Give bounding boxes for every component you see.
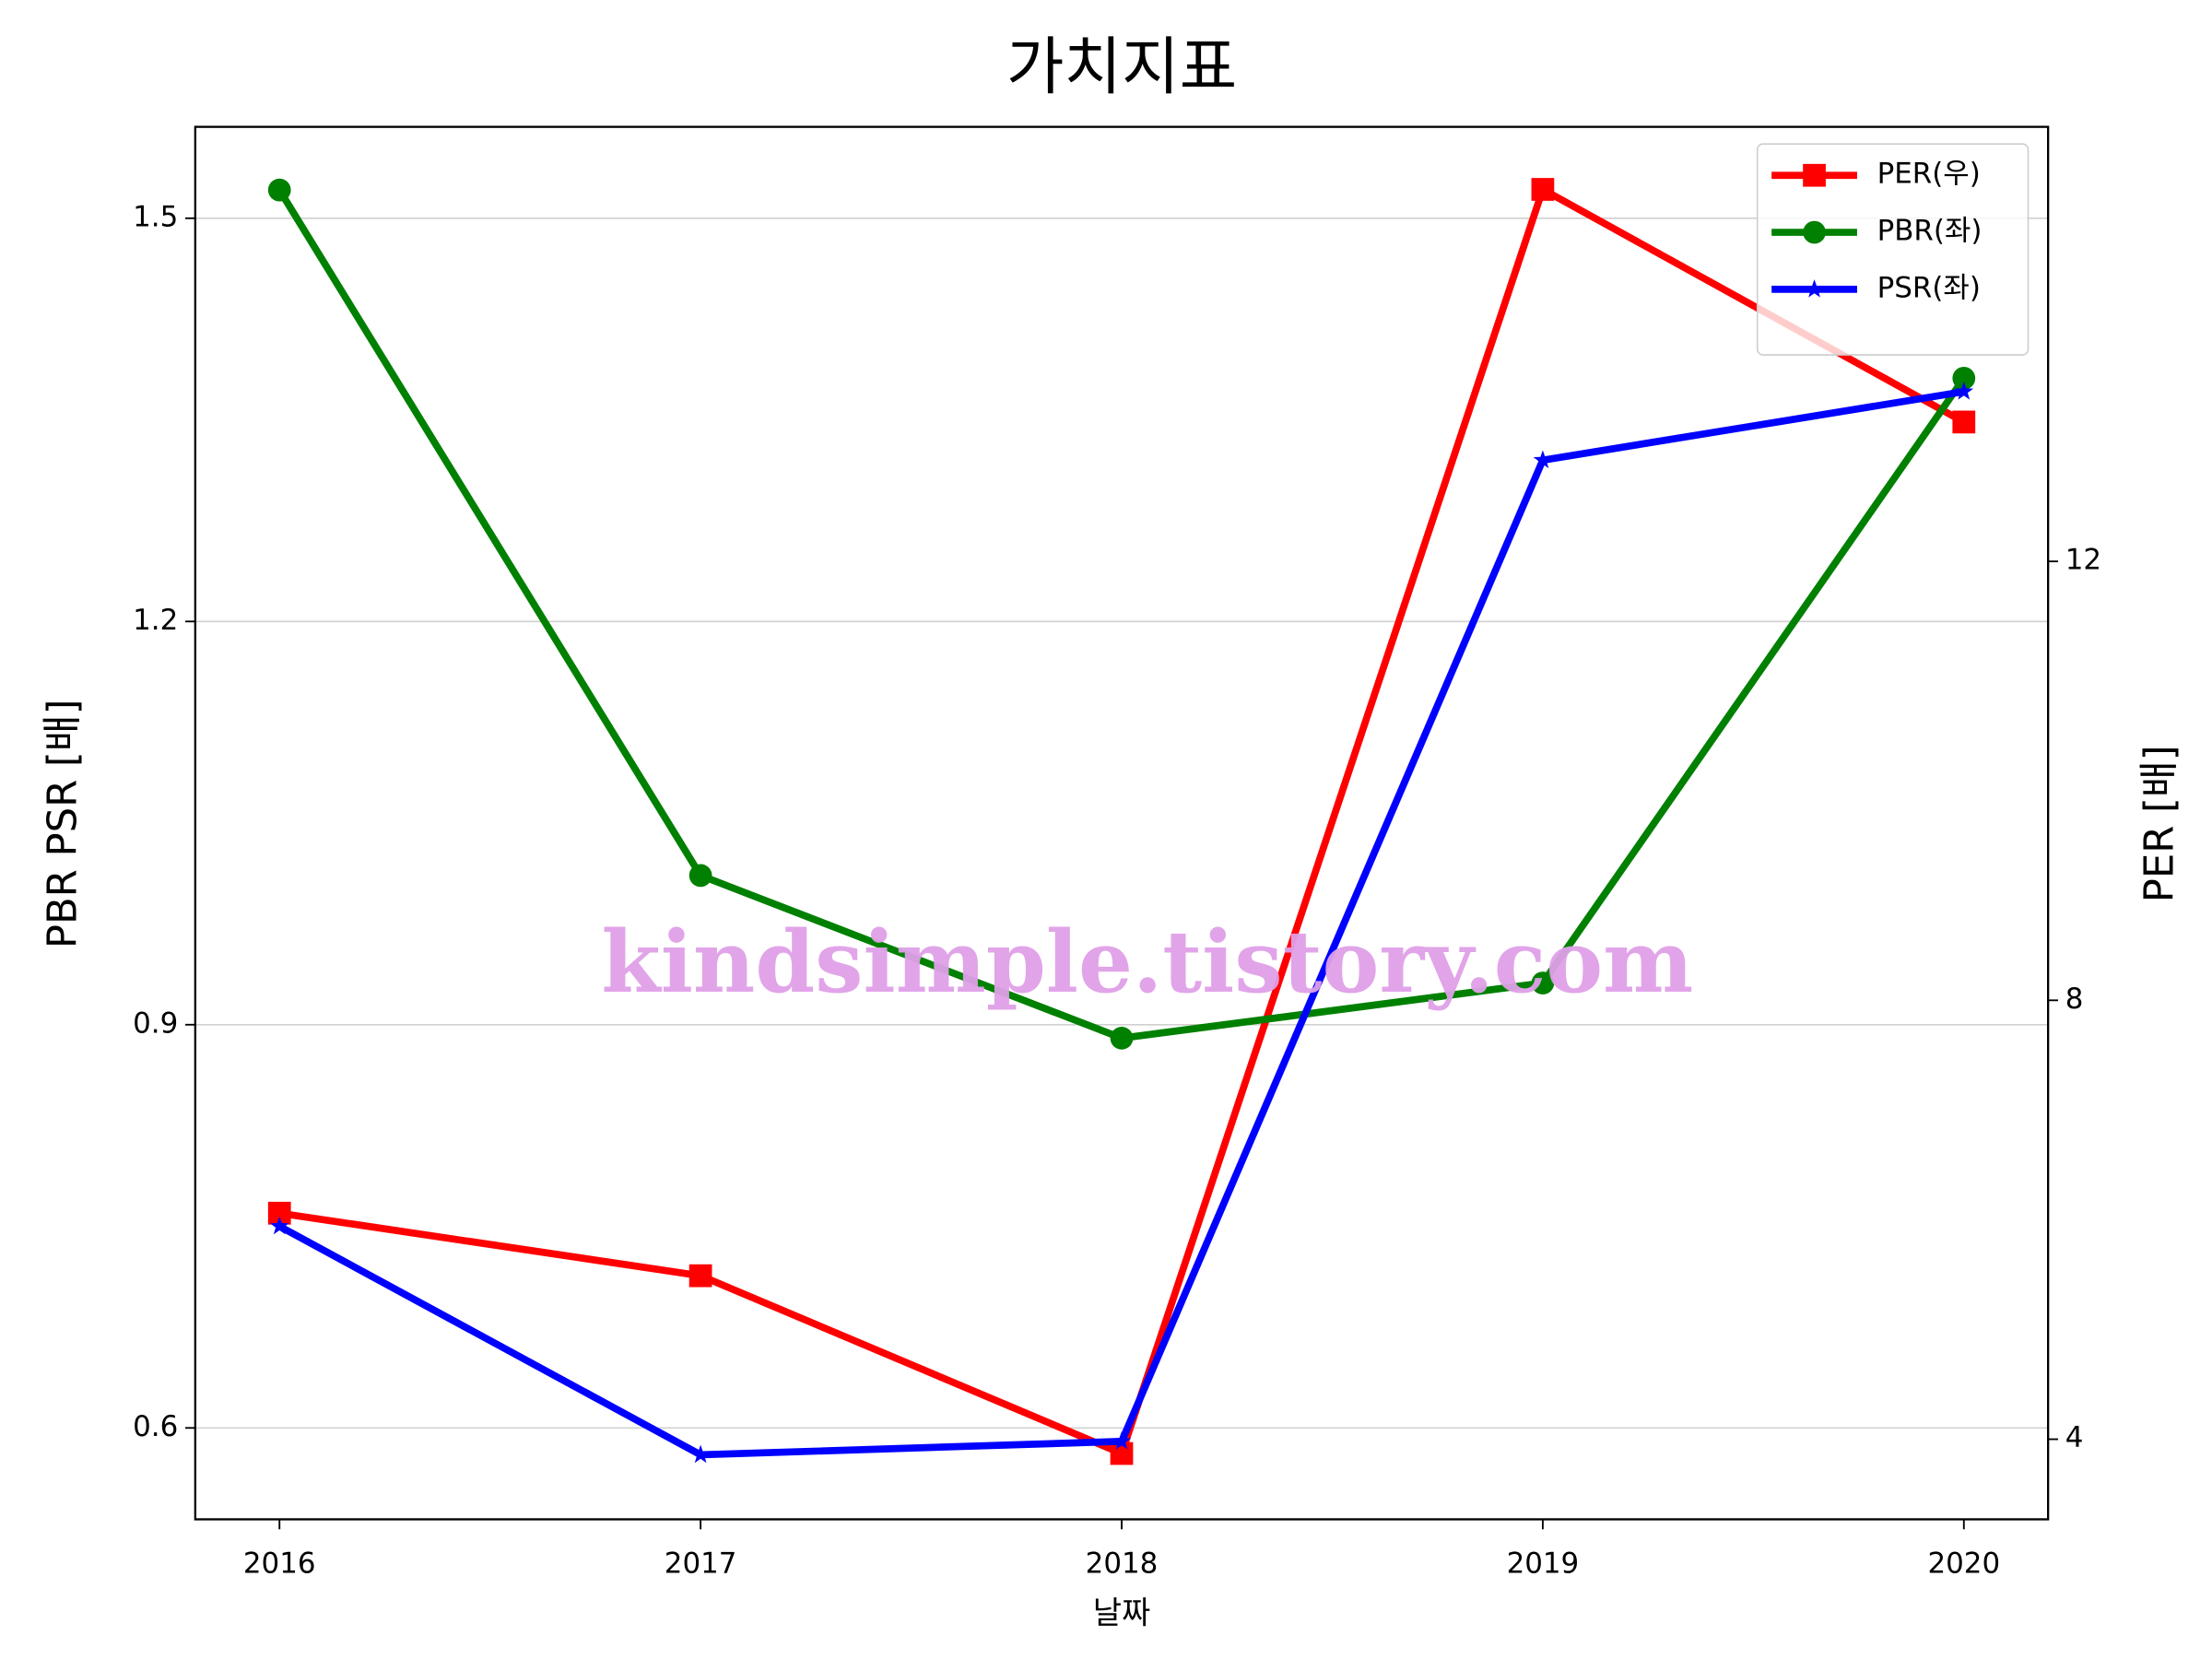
- x-tick-label: 2019: [1507, 1547, 1580, 1580]
- y-axis-label: PBR PSR [배]: [41, 700, 87, 949]
- marker: [1805, 279, 1824, 298]
- marker: [688, 1264, 712, 1288]
- marker: [1112, 1431, 1132, 1450]
- plot-frame: [194, 125, 2050, 1521]
- legend-frame: [1756, 143, 2030, 356]
- x-tick-label: 2016: [243, 1547, 316, 1580]
- marker: [1803, 220, 1826, 244]
- y-tick-label: 1.5: [133, 200, 178, 233]
- legend-label: PBR(좌): [1877, 215, 1983, 248]
- marker: [1952, 410, 1976, 434]
- legend-label: PER(우): [1877, 158, 1981, 191]
- y2-axis-label: PER [배]: [2136, 745, 2183, 902]
- y2-tick-label: 4: [2065, 1421, 2084, 1454]
- y-tick-label: 0.6: [133, 1410, 178, 1443]
- marker: [1110, 1027, 1134, 1050]
- marker: [1110, 1441, 1134, 1465]
- marker: [1531, 971, 1555, 994]
- y2-tick-label: 8: [2065, 982, 2084, 1016]
- y-tick-label: 0.9: [133, 1006, 178, 1040]
- chart-title: 가치지표: [1006, 31, 1237, 104]
- marker: [269, 1216, 289, 1235]
- legend-label: PSR(좌): [1877, 271, 1981, 304]
- x-tick-label: 2017: [665, 1547, 737, 1580]
- marker: [1954, 382, 1974, 400]
- marker: [267, 178, 291, 202]
- marker: [1533, 450, 1553, 469]
- x-axis-label: 날짜: [1093, 1595, 1151, 1632]
- x-tick-label: 2020: [1927, 1547, 2000, 1580]
- marker: [1952, 366, 1976, 390]
- marker: [690, 1444, 711, 1464]
- watermark: kindsimple.tistory.com: [601, 912, 1693, 1012]
- y2-tick-label: 12: [2065, 544, 2101, 577]
- marker: [688, 864, 712, 888]
- marker: [1531, 178, 1555, 201]
- legend: PER(우) PBR(좌) PSR(좌): [1756, 143, 2030, 356]
- y-tick-label: 1.2: [133, 604, 178, 637]
- marker: [1803, 163, 1826, 187]
- x-tick-label: 2018: [1086, 1547, 1159, 1580]
